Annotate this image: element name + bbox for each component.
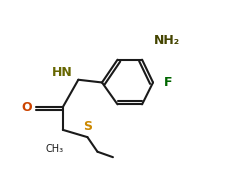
Text: S: S <box>83 120 92 134</box>
Text: NH₂: NH₂ <box>154 34 180 47</box>
Text: O: O <box>21 101 32 114</box>
Text: F: F <box>164 76 172 89</box>
Text: HN: HN <box>51 66 72 79</box>
Text: CH₃: CH₃ <box>46 144 64 154</box>
